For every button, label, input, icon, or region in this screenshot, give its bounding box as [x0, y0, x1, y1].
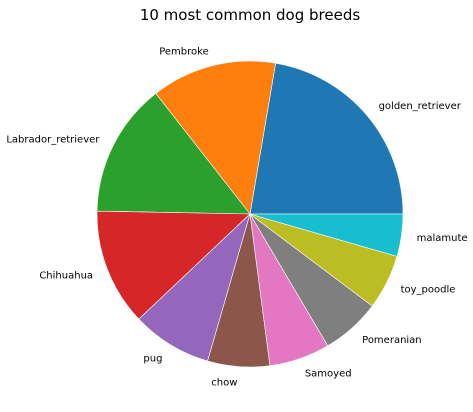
pie-label-labrador-retriever: Labrador_retriever	[6, 134, 100, 145]
pie-label-golden-retriever: golden_retriever	[379, 101, 462, 112]
pie-label-malamute: malamute	[417, 233, 468, 244]
pie-slice-malamute	[249, 213, 404, 257]
pie-label-pomeranian: Pomeranian	[362, 335, 422, 346]
pie-slice-golden-retriever	[249, 62, 404, 215]
pie-label-toy-poodle: toy_poodle	[401, 285, 456, 296]
pie-label-chihuahua: Chihuahua	[39, 270, 93, 281]
pie-slices	[96, 60, 404, 368]
pie-slice-labrador-retriever	[96, 93, 251, 215]
chart-title: 10 most common dog breeds	[140, 6, 361, 24]
pie-label-pug: pug	[143, 353, 162, 364]
pie-label-samoyed: Samoyed	[305, 369, 352, 380]
pie-slice-chihuahua	[96, 210, 251, 320]
pie-labels: golden_retriever Pembroke Labrador_retriev…	[6, 46, 467, 388]
pie-slice-pembroke	[155, 60, 276, 215]
pie-label-chow: chow	[211, 377, 237, 388]
pie-label-pembroke: Pembroke	[159, 46, 209, 57]
